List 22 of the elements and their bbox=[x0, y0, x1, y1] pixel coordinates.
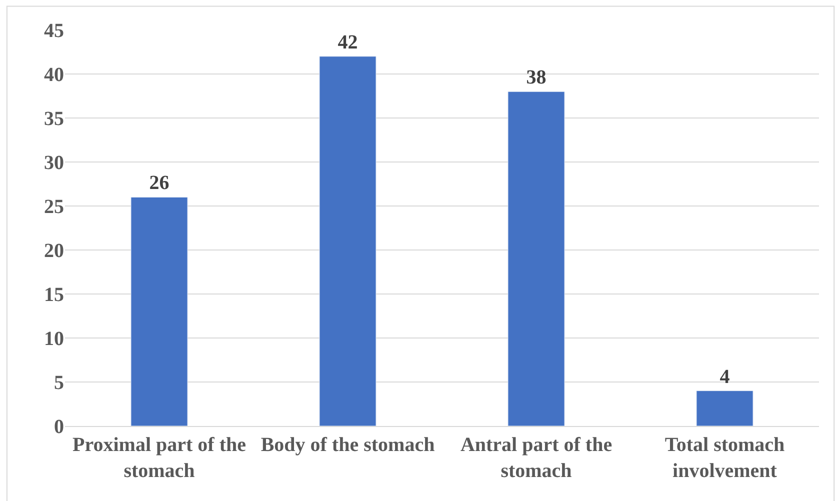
y-tick-label: 0 bbox=[54, 416, 64, 438]
data-label: 42 bbox=[338, 31, 358, 54]
y-tick-label: 5 bbox=[54, 372, 64, 394]
data-label: 4 bbox=[720, 366, 730, 388]
x-tick-label: Total stomach involvement bbox=[664, 434, 785, 482]
y-tick-label: 35 bbox=[44, 108, 64, 130]
x-tick-label: Proximal part of the stomach bbox=[72, 434, 246, 482]
y-tick-label: 45 bbox=[44, 20, 64, 42]
data-label: 38 bbox=[526, 66, 546, 89]
x-tick-label: Body of the stomach bbox=[260, 434, 435, 456]
y-tick-label: 25 bbox=[44, 196, 64, 218]
y-tick-label: 15 bbox=[44, 284, 64, 306]
x-tick-label: Antral part of the stomach bbox=[460, 434, 612, 482]
data-label: 26 bbox=[149, 172, 170, 194]
bar bbox=[130, 196, 188, 426]
bar bbox=[319, 56, 376, 426]
y-tick-label: 20 bbox=[44, 240, 64, 262]
y-tick-label: 40 bbox=[44, 64, 64, 86]
bar bbox=[696, 390, 754, 426]
y-tick-label: 10 bbox=[44, 328, 64, 350]
bar bbox=[508, 91, 565, 426]
y-tick-label: 30 bbox=[44, 152, 64, 174]
